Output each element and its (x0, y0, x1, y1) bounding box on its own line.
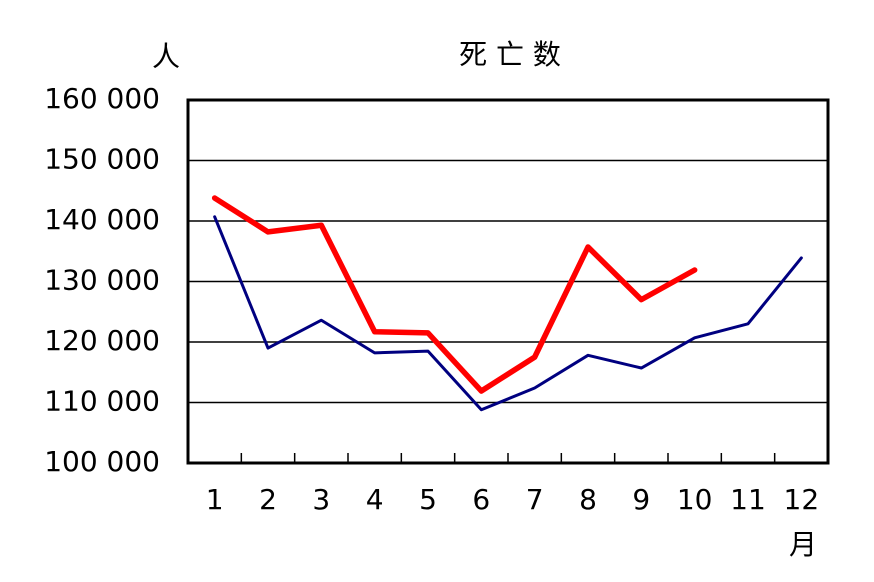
y-tick-label: 120 000 (44, 324, 160, 357)
x-tick-label: 1 (206, 483, 224, 516)
x-tick-label: 11 (730, 483, 766, 516)
x-tick-label: 6 (472, 483, 490, 516)
y-axis-label: 人 (152, 40, 180, 73)
y-tick-label: 110 000 (44, 385, 160, 418)
x-tick-label: 12 (784, 483, 820, 516)
series-line (211, 195, 698, 394)
x-tick-label: 9 (632, 483, 650, 516)
x-tick-label: 5 (419, 483, 437, 516)
plot-frame (186, 98, 830, 465)
y-tick-label: 160 000 (44, 82, 160, 115)
y-tick-label: 130 000 (44, 264, 160, 297)
chart-title: 死 亡 数 (459, 38, 561, 71)
y-tick-label: 100 000 (44, 445, 160, 478)
y-tick-label: 140 000 (44, 203, 160, 236)
series-line (213, 215, 803, 412)
x-tick-label: 2 (259, 483, 277, 516)
x-tick-label: 7 (526, 483, 544, 516)
x-tick-label: 8 (579, 483, 597, 516)
x-tick-label: 10 (677, 483, 713, 516)
x-tick-label: 4 (366, 483, 384, 516)
y-tick-label: 150 000 (44, 143, 160, 176)
x-tick-label: 3 (312, 483, 330, 516)
x-axis-label: 月 (789, 528, 817, 561)
